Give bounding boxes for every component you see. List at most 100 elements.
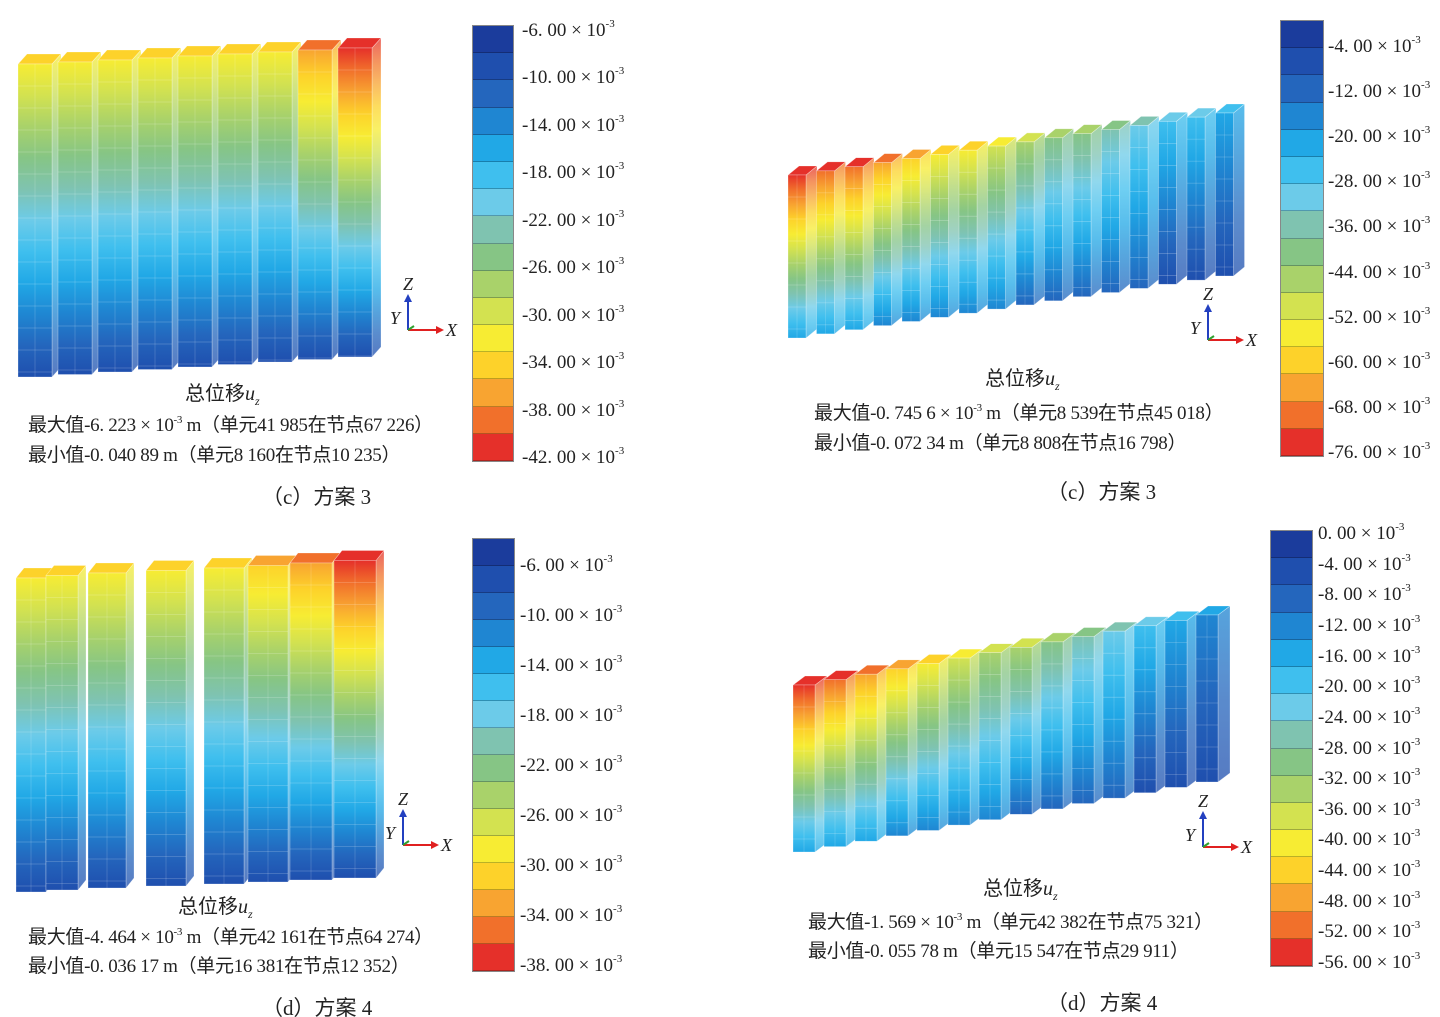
- legend-exponent: -3: [1411, 888, 1421, 901]
- legend-exponent: -3: [1411, 643, 1421, 656]
- slab-side: [834, 161, 846, 335]
- colorbar-band: [1271, 639, 1312, 667]
- slab-side: [1233, 103, 1245, 277]
- title-text: 总位移: [185, 383, 245, 405]
- slab-front: [97, 59, 133, 373]
- legend-label: -10. 00 × 10-3: [520, 603, 622, 627]
- legend-label: -26. 00 × 10-3: [520, 803, 622, 827]
- legend-exponent: -3: [615, 65, 625, 78]
- colorbar-band: [473, 566, 514, 593]
- slab-side: [1176, 111, 1188, 285]
- legend-label: -30. 00 × 10-3: [522, 303, 624, 327]
- legend-value: -22. 00 × 10: [522, 209, 616, 231]
- slab-front: [1133, 625, 1157, 794]
- slab-front: [1072, 133, 1092, 297]
- slab-front: [289, 562, 333, 881]
- legend-exponent: -3: [1401, 551, 1411, 564]
- legend-label: -38. 00 × 10-3: [520, 953, 622, 977]
- colorbar-band: [473, 352, 513, 380]
- legend-value: -22. 00 × 10: [520, 755, 614, 776]
- wall-slab: [1157, 111, 1189, 285]
- colorbar-band: [473, 647, 514, 674]
- axis-label-z: Z: [398, 789, 409, 809]
- legend-value: -38. 00 × 10: [520, 955, 614, 976]
- wall-slab: [958, 140, 989, 314]
- colorbar-band: [473, 243, 513, 271]
- colorbar-band: [1271, 911, 1312, 939]
- title-text: 总位移: [985, 368, 1045, 390]
- colorbar-band: [1281, 21, 1323, 49]
- colorbar-band: [1281, 320, 1323, 348]
- panel-d-min: 最小值-0. 055 78 m（单元15 547在节点29 911）: [808, 941, 1189, 962]
- wall-slab: [823, 670, 859, 848]
- legend-value: -14. 00 × 10: [522, 114, 616, 136]
- colorbar-band: [473, 593, 514, 620]
- legend-exponent: -3: [1411, 735, 1421, 748]
- wall-slab: [45, 564, 87, 891]
- legend-value: 0. 00 × 10: [1318, 523, 1396, 544]
- slab-front: [177, 55, 213, 368]
- slab-front: [844, 166, 864, 331]
- colorbar-band: [473, 53, 513, 81]
- legend-exponent: -3: [615, 302, 625, 315]
- slab-side: [862, 157, 875, 331]
- legend-value: -44. 00 × 10: [1318, 860, 1412, 882]
- slab-side: [1062, 128, 1074, 302]
- wall-slab: [1102, 621, 1138, 799]
- wall-slab: [217, 43, 262, 366]
- colorbar-c: [472, 538, 515, 972]
- legend-value: -16. 00 × 10: [1318, 645, 1412, 667]
- wall-slab: [297, 39, 342, 361]
- legend-exponent: -3: [1421, 304, 1431, 317]
- panel-c-max: 最大值-4. 464 × 10-3 m（单元42 161在节点64 274）: [28, 922, 433, 949]
- legend-label: -30. 00 × 10-3: [520, 853, 622, 877]
- slab-front: [1215, 112, 1234, 277]
- legend-exponent: -3: [1411, 950, 1421, 962]
- slab-front: [203, 567, 245, 885]
- wall-slab: [333, 549, 385, 879]
- legend-label: -18. 00 × 10-3: [520, 703, 622, 727]
- colorbar-band: [473, 325, 513, 353]
- legend-value: -34. 00 × 10: [520, 905, 614, 926]
- legend-value: -28. 00 × 10: [1328, 171, 1422, 193]
- colorbar-band: [473, 674, 514, 701]
- slab-front: [1186, 116, 1206, 281]
- wall-slab: [872, 152, 904, 327]
- colorbar-band: [473, 297, 513, 326]
- axis-label-x: X: [441, 835, 452, 855]
- slab-front: [1164, 620, 1188, 788]
- colorbar-band: [1271, 666, 1312, 695]
- wall-slab: [1043, 128, 1075, 302]
- slab-top: [203, 557, 253, 569]
- slab-side: [919, 148, 932, 323]
- legend-label: -16. 00 × 10-3: [1318, 644, 1420, 668]
- panel-d-subcaption: （d）方案 4: [1047, 991, 1158, 1015]
- max-exp: -3: [973, 402, 982, 414]
- legend-value: -26. 00 × 10: [520, 805, 614, 826]
- wall-slab: [986, 136, 1018, 310]
- wall-slab: [1071, 626, 1107, 805]
- legend-exponent: -3: [615, 445, 625, 457]
- wall-slab: [289, 552, 341, 881]
- slab-top: [247, 555, 297, 566]
- title-sub: z: [255, 394, 260, 408]
- max-text: 最大值-6. 223 × 10: [28, 415, 174, 436]
- legend-value: -20. 00 × 10: [1318, 676, 1412, 698]
- legend-value: -10. 00 × 10: [522, 67, 616, 89]
- colorbar-band: [473, 216, 513, 244]
- axis-label-y: Y: [1185, 825, 1196, 845]
- colorbar-band: [473, 189, 513, 217]
- wall-slab: [1186, 107, 1217, 281]
- slab-front: [947, 657, 971, 826]
- max-tail: m（单元8 539在节点45 018）: [981, 403, 1224, 424]
- legend-exponent: -3: [1395, 521, 1405, 533]
- slab-front: [1158, 120, 1177, 285]
- axis-label-y: Y: [1190, 318, 1201, 338]
- legend-value: -12. 00 × 10: [1328, 81, 1422, 103]
- wall-slab: [247, 554, 297, 883]
- colorbar-band: [473, 620, 514, 647]
- legend-value: -56. 00 × 10: [1318, 952, 1412, 973]
